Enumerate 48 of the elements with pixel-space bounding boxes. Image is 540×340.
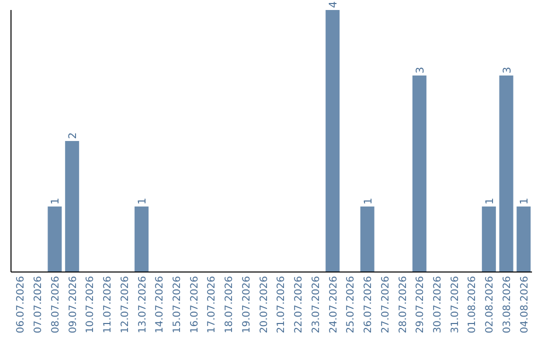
data-label: 1 [518, 198, 531, 204]
x-tick-label: 17.07.2026 [206, 276, 218, 334]
x-tick-label: 02.08.2026 [484, 276, 496, 334]
x-tick-label: 14.07.2026 [154, 276, 166, 334]
x-tick-label: 29.07.2026 [415, 276, 426, 334]
x-tick-label: 07.07.2026 [33, 276, 44, 334]
data-label: 4 [328, 1, 340, 8]
data-label: 1 [50, 198, 62, 204]
bar [412, 76, 426, 272]
x-tick-label: 04.08.2026 [519, 276, 530, 334]
bar [516, 206, 531, 272]
x-tick-label: 12.07.2026 [120, 276, 131, 334]
x-tick-label: 06.07.2026 [16, 276, 27, 334]
x-tick-label: 25.07.2026 [346, 276, 357, 334]
bar [499, 76, 514, 272]
x-tick-label: 08.07.2026 [50, 276, 62, 334]
x-tick-label: 10.07.2026 [85, 276, 96, 334]
data-label: 3 [414, 66, 426, 74]
x-tick-label: 27.07.2026 [380, 276, 392, 334]
data-label: 2 [67, 132, 80, 139]
x-tick-label: 23.07.2026 [310, 276, 322, 334]
x-tick-label: 30.07.2026 [432, 276, 444, 334]
x-tick-label: 21.07.2026 [276, 276, 288, 334]
data-label: 1 [484, 198, 496, 204]
x-tick-label: 20.07.2026 [258, 276, 270, 334]
x-tick-label: 19.07.2026 [241, 276, 252, 334]
x-tick-label: 03.08.2026 [502, 276, 513, 334]
x-tick-label: 09.07.2026 [68, 276, 79, 334]
bar [482, 206, 496, 272]
bar [326, 10, 340, 272]
x-tick-label: 15.07.2026 [172, 276, 183, 334]
x-tick-label: 11.07.2026 [102, 276, 114, 334]
x-tick-label: 22.07.2026 [294, 276, 305, 334]
x-tick-label: 26.07.2026 [363, 276, 374, 334]
data-label: 3 [501, 66, 514, 74]
x-tick-label: 01.08.2026 [467, 276, 478, 334]
x-tick-label: 28.07.2026 [398, 276, 409, 334]
x-tick-label: 24.07.2026 [328, 276, 340, 334]
x-tick-label: 13.07.2026 [137, 276, 148, 334]
data-label: 1 [136, 198, 149, 204]
bar [360, 206, 374, 272]
x-tick-label: 31.07.2026 [450, 276, 461, 334]
bar [134, 206, 149, 272]
bar [48, 206, 62, 272]
x-tick-label: 18.07.2026 [224, 276, 236, 334]
bar [65, 141, 80, 272]
x-tick-label: 16.07.2026 [189, 276, 200, 334]
data-label: 1 [362, 198, 374, 204]
